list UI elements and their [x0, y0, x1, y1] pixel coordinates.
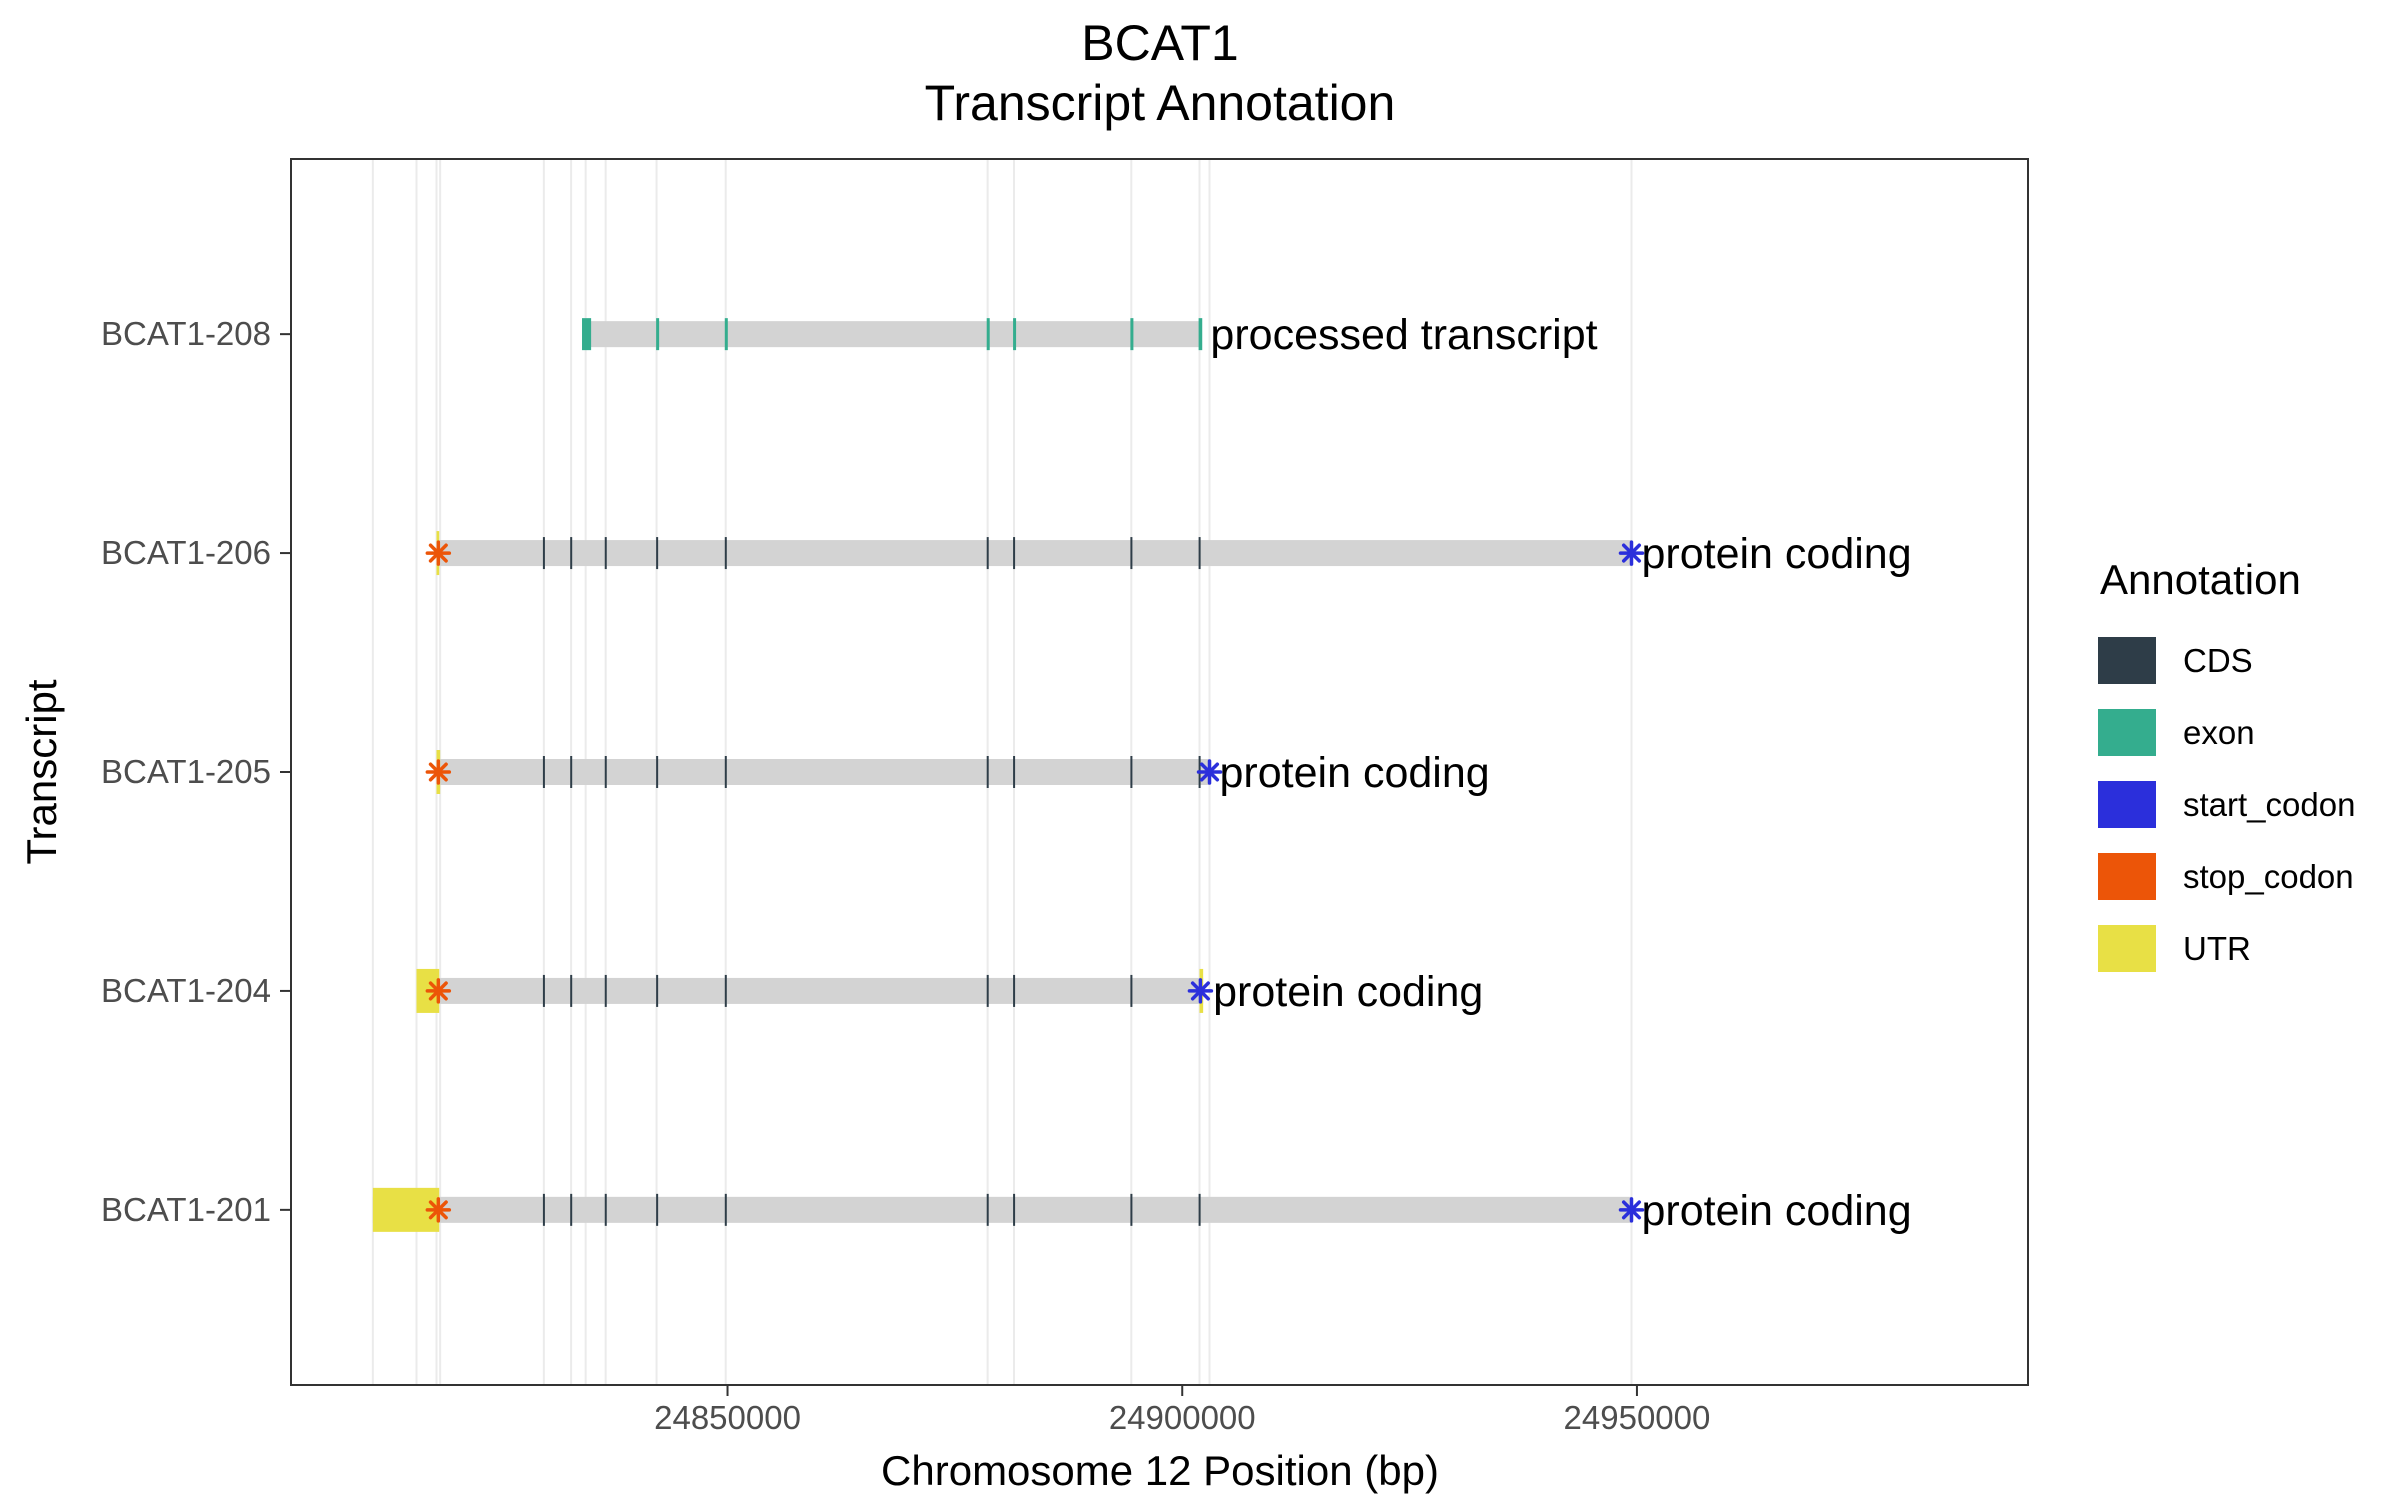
- cds-feature: [1013, 537, 1016, 570]
- transcript-type-label: protein coding: [1641, 1187, 1911, 1235]
- y-axis-title: Transcript: [18, 679, 65, 864]
- x-tick-label: 24950000: [1564, 1399, 1711, 1436]
- cds-feature: [986, 756, 989, 788]
- cds-feature: [656, 1193, 659, 1226]
- transcript-type-label: protein coding: [1220, 749, 1490, 797]
- legend-swatch: [2098, 709, 2156, 756]
- legend-label: UTR: [2183, 930, 2251, 967]
- legend-swatch: [2098, 637, 2156, 684]
- y-tick-label: BCAT1-201: [101, 1191, 271, 1228]
- exon-feature: [724, 318, 728, 351]
- cds-feature: [604, 537, 607, 570]
- cds-feature: [542, 537, 545, 570]
- transcript-backbone: [583, 321, 1201, 348]
- cds-feature: [724, 756, 727, 788]
- transcript-track: processed transcript: [582, 311, 1598, 359]
- cds-feature: [1013, 756, 1016, 788]
- cds-feature: [724, 1193, 727, 1226]
- legend-swatch: [2098, 781, 2156, 828]
- stop-codon-marker: [425, 759, 452, 785]
- x-tick-label: 24900000: [1109, 1399, 1256, 1436]
- transcript-track: protein coding: [425, 749, 1490, 797]
- cds-feature: [986, 974, 989, 1007]
- cds-feature: [604, 974, 607, 1007]
- transcript-track: protein coding: [425, 530, 1912, 578]
- legend: Annotation CDS exon start_codon stop_codon U…: [2098, 556, 2355, 972]
- cds-feature: [656, 974, 659, 1007]
- transcript-type-label: protein coding: [1213, 968, 1483, 1016]
- transcript-track: protein coding: [372, 1187, 1912, 1235]
- cds-feature: [542, 1193, 545, 1226]
- cds-feature: [1130, 537, 1133, 570]
- legend-swatch: [2098, 925, 2156, 972]
- exon-feature: [582, 318, 592, 351]
- cds-feature: [986, 1193, 989, 1226]
- x-tick-label: 24850000: [654, 1399, 801, 1436]
- cds-feature: [570, 756, 573, 788]
- transcript-tracks: processed transcript protein coding protei…: [372, 311, 1912, 1235]
- cds-feature: [604, 1193, 607, 1226]
- legend-label: start_codon: [2183, 786, 2355, 823]
- stop-codon-marker: [425, 978, 452, 1004]
- transcript-backbone: [436, 540, 1632, 567]
- cds-feature: [1013, 1193, 1016, 1226]
- cds-feature: [542, 974, 545, 1007]
- chart-subtitle: Transcript Annotation: [925, 75, 1396, 131]
- transcript-type-label: processed transcript: [1210, 311, 1597, 359]
- transcript-backbone: [416, 977, 1204, 1004]
- exon-feature: [656, 318, 660, 351]
- start-codon-marker: [1618, 540, 1645, 566]
- cds-feature: [1013, 974, 1016, 1007]
- exon-feature: [1013, 318, 1017, 351]
- exon-feature: [1130, 318, 1134, 351]
- cds-feature: [656, 756, 659, 788]
- start-codon-marker: [1196, 759, 1223, 785]
- transcript-track: protein coding: [416, 968, 1483, 1016]
- cds-feature: [656, 537, 659, 570]
- cds-feature: [1130, 756, 1133, 788]
- cds-feature: [570, 537, 573, 570]
- cds-feature: [570, 1193, 573, 1226]
- exon-feature: [1198, 318, 1203, 351]
- exon-feature: [986, 318, 990, 351]
- y-tick-label: BCAT1-206: [101, 534, 271, 571]
- legend-label: exon: [2183, 714, 2255, 751]
- stop-codon-marker: [425, 540, 452, 566]
- stop-codon-marker: [425, 1197, 452, 1223]
- chart-title: BCAT1: [1081, 15, 1238, 71]
- cds-feature: [570, 974, 573, 1007]
- transcript-backbone: [436, 759, 1210, 785]
- cds-feature: [1130, 1193, 1133, 1226]
- cds-feature: [986, 537, 989, 570]
- y-tick-label: BCAT1-205: [101, 753, 271, 790]
- legend-swatch: [2098, 853, 2156, 900]
- cds-feature: [1198, 537, 1201, 570]
- legend-label: stop_codon: [2183, 858, 2354, 895]
- cds-feature: [724, 974, 727, 1007]
- x-axis-title: Chromosome 12 Position (bp): [881, 1447, 1439, 1494]
- y-tick-label: BCAT1-204: [101, 972, 271, 1009]
- legend-title: Annotation: [2100, 556, 2301, 603]
- transcript-backbone: [372, 1196, 1632, 1223]
- y-tick-label: BCAT1-208: [101, 315, 271, 352]
- y-axis: BCAT1-208 BCAT1-206 BCAT1-205 BCAT1-204 BCAT…: [101, 315, 291, 1228]
- x-axis: 24850000 24900000 24950000: [654, 1385, 1710, 1436]
- cds-feature: [604, 756, 607, 788]
- start-codon-marker: [1187, 978, 1214, 1004]
- start-codon-marker: [1618, 1197, 1645, 1223]
- legend-label: CDS: [2183, 642, 2253, 679]
- cds-feature: [1198, 1193, 1201, 1226]
- cds-feature: [1130, 974, 1133, 1007]
- cds-feature: [542, 756, 545, 788]
- cds-feature: [724, 537, 727, 570]
- transcript-type-label: protein coding: [1641, 530, 1911, 578]
